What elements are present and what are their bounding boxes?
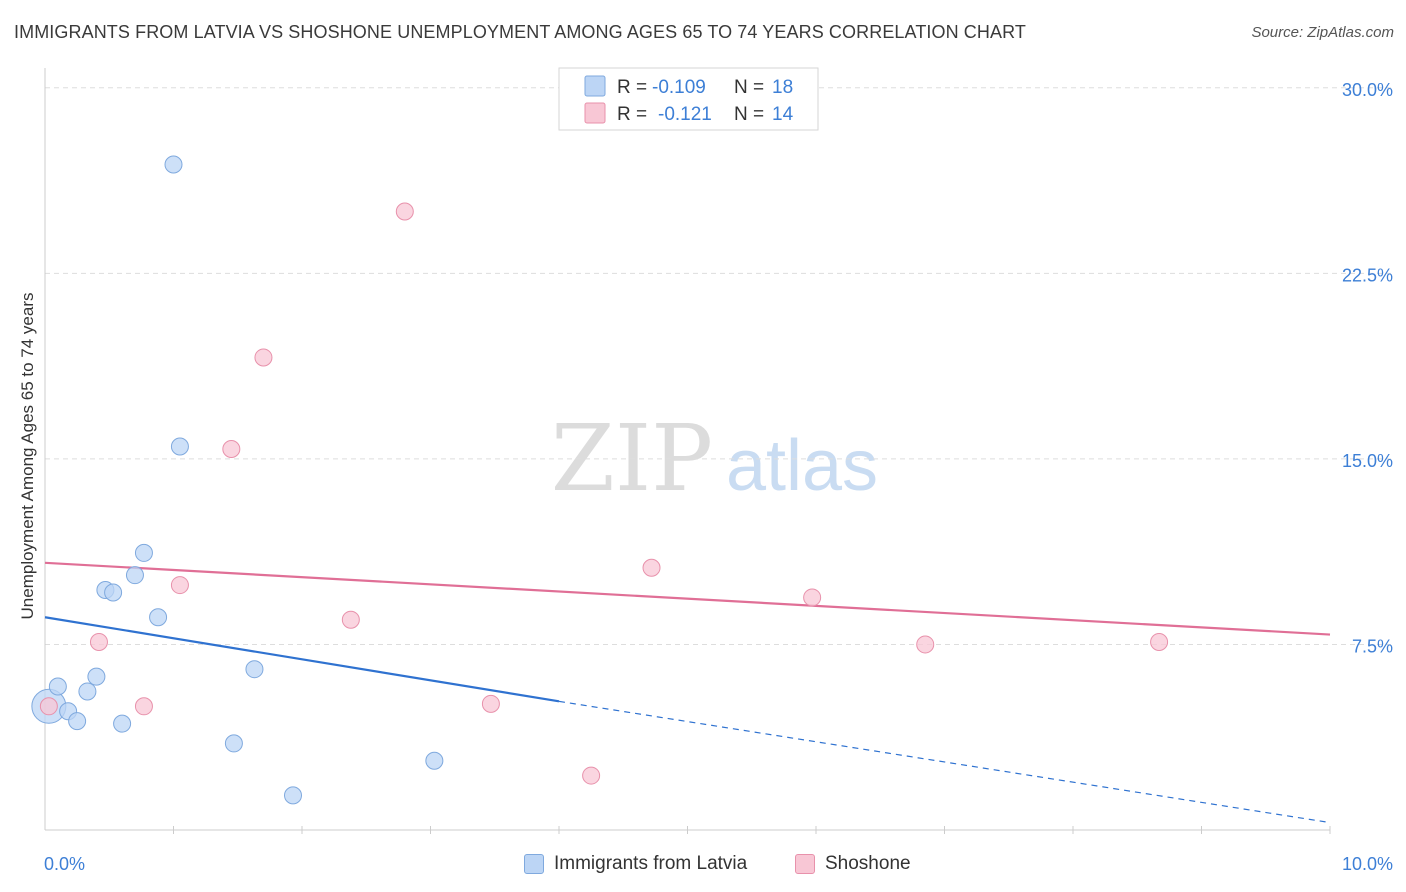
data-point-blue[interactable] [284, 786, 303, 805]
data-point-pink[interactable] [395, 202, 414, 221]
y-tick-label: 15.0% [1342, 451, 1393, 471]
legend-label-latvia: Immigrants from Latvia [554, 853, 748, 874]
y-tick-label: 7.5% [1352, 636, 1393, 656]
data-point-blue[interactable] [68, 712, 87, 731]
legend-top-n-value-2: 14 [772, 104, 794, 125]
legend-top-swatch-blue [584, 75, 606, 97]
grid-lines [45, 87, 1392, 645]
legend-top-n-label-2: N = [734, 104, 764, 125]
legend-top-n-label-1: N = [734, 77, 764, 98]
y-tick-label: 22.5% [1342, 265, 1393, 285]
data-point-blue[interactable] [125, 566, 144, 585]
legend-top-r-label-1: R = [617, 77, 647, 98]
data-point-blue[interactable] [170, 437, 189, 456]
data-point-pink[interactable] [254, 348, 273, 367]
legend-top-swatch-pink [584, 102, 606, 124]
data-point-blue[interactable] [224, 734, 243, 753]
data-point-pink[interactable] [39, 697, 58, 716]
data-point-blue[interactable] [87, 667, 106, 686]
x-tick-labels: 0.0% 10.0% [44, 854, 1393, 874]
data-point-pink[interactable] [170, 576, 189, 595]
data-point-pink[interactable] [916, 635, 935, 654]
legend-top-r-value-1: -0.109 [652, 77, 706, 98]
data-point-blue[interactable] [164, 155, 183, 174]
data-point-pink[interactable] [481, 694, 500, 713]
data-point-blue[interactable] [113, 714, 132, 733]
legend-item-latvia[interactable]: Immigrants from Latvia [524, 853, 747, 875]
data-point-pink[interactable] [89, 632, 108, 651]
data-point-blue[interactable] [48, 677, 67, 696]
chart-title: IMMIGRANTS FROM LATVIA VS SHOSHONE UNEMP… [14, 22, 1026, 42]
legend-swatch-latvia [524, 854, 544, 874]
y-tick-labels: 7.5% 15.0% 22.5% 30.0% [1342, 80, 1393, 657]
legend-item-shoshone[interactable]: Shoshone [795, 853, 911, 875]
legend-bottom: Immigrants from Latvia Shoshone [0, 851, 1406, 879]
x-tick-label: 10.0% [1342, 854, 1393, 874]
source-credit: Source: ZipAtlas.com [1251, 24, 1394, 41]
legend-top-r-value-2: -0.121 [658, 104, 712, 125]
legend-top-r-label-2: R = [617, 104, 647, 125]
trend-lines [44, 561, 1331, 824]
x-tick-label: 0.0% [44, 854, 85, 874]
data-point-blue[interactable] [78, 682, 97, 701]
data-point-blue[interactable] [104, 583, 123, 602]
data-point-pink[interactable] [582, 766, 601, 785]
legend-top: R = -0.109 N = 18 R = -0.121 N = 14 [558, 67, 819, 131]
x-ticks [173, 826, 1331, 834]
data-point-pink[interactable] [642, 558, 661, 577]
trend-line-blue [44, 616, 560, 703]
legend-label-shoshone: Shoshone [825, 853, 911, 874]
data-point-pink[interactable] [1150, 632, 1169, 651]
y-axis-label: Unemployment Among Ages 65 to 74 years [18, 292, 37, 620]
data-point-blue[interactable] [149, 608, 168, 627]
watermark-atlas: atlas [726, 426, 878, 506]
data-point-pink[interactable] [803, 588, 822, 607]
trend-line-pink [44, 561, 1331, 636]
data-point-blue[interactable] [425, 751, 444, 770]
legend-swatch-shoshone [795, 854, 815, 874]
data-point-pink[interactable] [222, 440, 241, 458]
legend-top-n-value-1: 18 [772, 77, 793, 98]
data-point-blue[interactable] [134, 543, 153, 562]
y-tick-label: 30.0% [1342, 80, 1393, 100]
data-point-blue[interactable] [245, 660, 264, 679]
trend-line-extension-blue [558, 700, 1331, 824]
scatter-points [31, 155, 1169, 805]
data-point-pink[interactable] [341, 610, 360, 629]
data-point-pink[interactable] [134, 697, 153, 716]
